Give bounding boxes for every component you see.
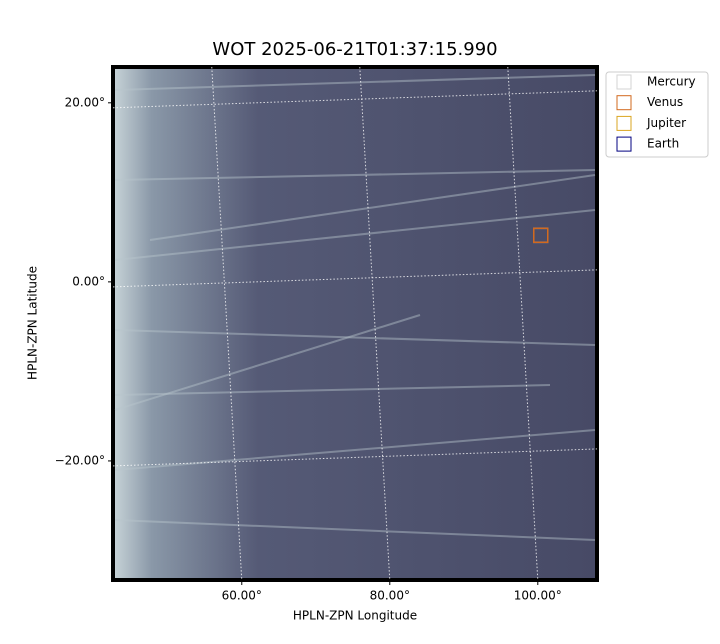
y-axis-label: HPLN-ZPN Latitude <box>26 266 40 380</box>
grid-line <box>112 448 598 467</box>
y-tick-label: 20.00° <box>65 95 105 109</box>
y-tick-label: 0.00° <box>72 274 105 288</box>
x-axis-label: HPLN-ZPN Longitude <box>293 609 417 623</box>
y-tick-label: −20.00° <box>55 453 105 467</box>
grid-line <box>112 90 598 109</box>
sky-image <box>111 65 599 582</box>
grid-line <box>211 66 243 581</box>
grid-line <box>507 66 539 581</box>
legend-swatch <box>616 136 632 152</box>
chart-title: WOT 2025-06-21T01:37:15.990 <box>212 39 497 60</box>
streaks <box>114 74 596 541</box>
legend-label: Jupiter <box>646 116 686 130</box>
planet-marker <box>533 227 549 244</box>
legend-swatch <box>616 115 632 131</box>
x-tick-label: 100.00° <box>514 589 562 603</box>
legend-label: Earth <box>647 137 679 151</box>
legend-swatch <box>616 95 632 111</box>
grid-line <box>112 269 598 288</box>
x-tick-label: 60.00° <box>222 589 262 603</box>
x-tick-label: 80.00° <box>370 589 410 603</box>
grid-line <box>359 66 391 581</box>
legend-label: Mercury <box>647 75 696 89</box>
legend-swatch <box>616 74 632 90</box>
legend-label: Venus <box>647 95 683 109</box>
legend <box>605 71 709 158</box>
